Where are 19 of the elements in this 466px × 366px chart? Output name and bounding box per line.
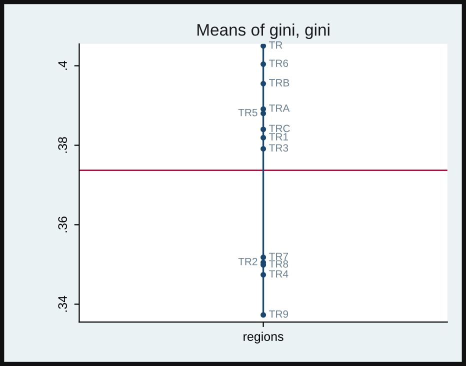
series-label: TR1 (269, 133, 288, 140)
chart-title: Means of gini, gini (197, 24, 330, 40)
series-label: TR (269, 41, 282, 49)
series-label: TRC (269, 124, 290, 132)
series-label: TR6 (269, 60, 288, 67)
series-label: TR5 (238, 108, 258, 116)
series-label: TR4 (269, 270, 288, 278)
series-label: TRA (269, 104, 290, 112)
series-label: TRB (269, 79, 290, 86)
series-label: TR8 (269, 260, 288, 268)
series-label: TR2 (238, 258, 258, 266)
y-tick-label: .38 (58, 137, 68, 153)
series-label: TR3 (269, 144, 288, 152)
y-tick-label: .36 (58, 216, 68, 232)
x-tick-label: regions (244, 332, 284, 344)
series-label: TR7 (269, 252, 288, 260)
y-tick-label: .4 (58, 60, 67, 70)
series-label: TR9 (269, 310, 288, 318)
y-tick-label: .34 (58, 296, 68, 312)
